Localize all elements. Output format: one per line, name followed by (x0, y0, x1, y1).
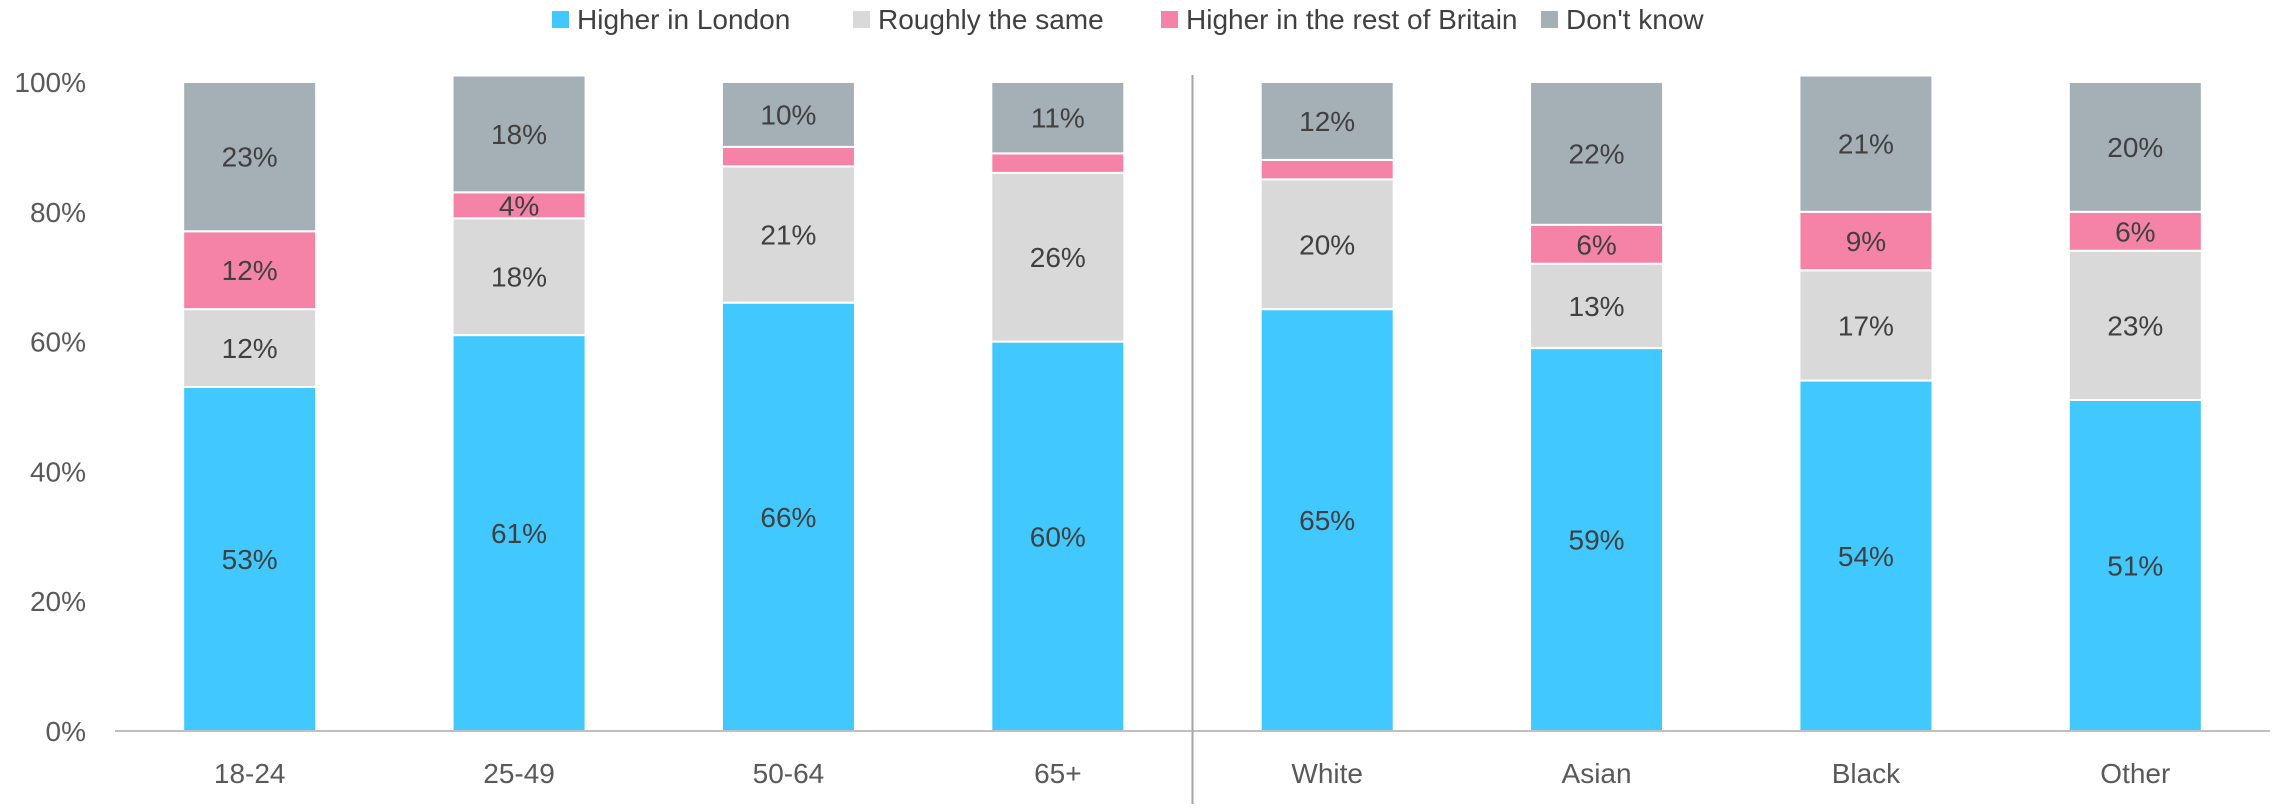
y-tick-label: 60% (30, 327, 86, 358)
data-label: 61% (491, 518, 547, 549)
data-label: 66% (760, 502, 816, 533)
data-label: 22% (1569, 138, 1625, 169)
x-tick-label: 18-24 (214, 758, 286, 789)
data-label: 12% (1299, 106, 1355, 137)
data-label: 23% (2107, 310, 2163, 341)
y-tick-label: 0% (46, 716, 86, 747)
legend-swatch (853, 11, 870, 28)
data-label: 59% (1569, 525, 1625, 556)
legend-label: Higher in London (577, 4, 790, 35)
bar-segment (720, 145, 856, 168)
bar-segment (990, 152, 1126, 174)
bar-stack: 66% 21% 10% (720, 81, 856, 732)
bar-segment (451, 217, 587, 337)
data-label: 21% (760, 220, 816, 251)
legend: Higher in London Roughly the same Higher i… (552, 4, 1704, 35)
x-tick-label: Asian (1562, 758, 1632, 789)
bar-stack: 59% 13% 6% 22% (1529, 81, 1665, 732)
data-label: 23% (222, 142, 278, 173)
bar-segment (182, 81, 318, 233)
legend-item: Don't know (1541, 4, 1704, 35)
data-label: 17% (1838, 310, 1894, 341)
data-label: 6% (1576, 229, 1616, 260)
bar-segment (720, 301, 856, 732)
x-tick-label: 25-49 (483, 758, 555, 789)
data-label: 12% (222, 255, 278, 286)
data-label: 54% (1838, 541, 1894, 572)
data-label: 11% (1031, 103, 1085, 134)
data-label: 10% (760, 99, 816, 130)
bar-segment (1259, 178, 1395, 311)
data-label: 20% (2107, 132, 2163, 163)
bar-stack: 61% 18% 4% 18% (451, 74, 587, 732)
bar-segment (2067, 249, 2203, 402)
data-label: 21% (1838, 129, 1894, 160)
bar-segment (1529, 223, 1665, 265)
bar-segment (1529, 81, 1665, 226)
legend-item: Higher in London (552, 4, 790, 35)
data-label: 26% (1030, 242, 1086, 273)
bar-segment (1529, 262, 1665, 350)
y-tick-label: 20% (30, 586, 86, 617)
x-tick-label: 50-64 (753, 758, 825, 789)
bar-segment (451, 74, 587, 194)
data-label: 9% (1846, 226, 1886, 257)
x-tick-label: Black (1832, 758, 1901, 789)
bar-stack: 65% 20% 12% (1259, 81, 1395, 732)
data-label: 4% (499, 190, 539, 221)
bar-segment (1259, 158, 1395, 181)
bar-segment (720, 165, 856, 304)
legend-swatch (1541, 11, 1558, 28)
bar-segment (1259, 81, 1395, 161)
data-label: 6% (2115, 216, 2155, 247)
data-label: 53% (222, 544, 278, 575)
bar-stack: 54% 17% 9% 21% (1798, 74, 1934, 732)
legend-label: Higher in the rest of Britain (1186, 4, 1518, 35)
data-label: 51% (2107, 551, 2163, 582)
data-label: 20% (1299, 229, 1355, 260)
bar-segment (2067, 399, 2203, 732)
y-axis: 0% 20% 40% 60% 80% 100% (14, 67, 86, 747)
legend-label: Roughly the same (878, 4, 1104, 35)
data-label: 65% (1299, 505, 1355, 536)
y-tick-label: 80% (30, 197, 86, 228)
y-tick-label: 100% (14, 67, 86, 98)
legend-label: Don't know (1566, 4, 1704, 35)
bar-segment (1798, 74, 1934, 213)
y-tick-label: 40% (30, 456, 86, 487)
legend-swatch (1161, 11, 1178, 28)
bar-segment (990, 81, 1126, 155)
legend-item: Higher in the rest of Britain (1161, 4, 1518, 35)
bar-segment (182, 230, 318, 311)
x-tick-label: 65+ (1034, 758, 1082, 789)
x-axis: 18-24 25-49 50-64 65+ White Asian Black Other (115, 75, 2270, 804)
data-label: 60% (1030, 521, 1086, 552)
bar-segment (451, 191, 587, 220)
bar-segment (1798, 210, 1934, 272)
legend-item: Roughly the same (853, 4, 1104, 35)
bar-segment (2067, 81, 2203, 213)
bar-segment (1259, 308, 1395, 732)
bar-stack: 53% 12% 12% 23% (182, 81, 318, 732)
data-label: 18% (491, 262, 547, 293)
legend-swatch (552, 11, 569, 28)
data-label: 12% (222, 333, 278, 364)
data-label: 13% (1569, 291, 1625, 322)
bar-segment (1798, 379, 1934, 732)
x-tick-label: White (1291, 758, 1363, 789)
bar-segment (182, 386, 318, 732)
x-tick-label: Other (2100, 758, 2170, 789)
data-label: 18% (491, 119, 547, 150)
bar-segment (720, 81, 856, 148)
bar-stack: 60% 26% 11% (990, 81, 1126, 732)
bar-segment (2067, 210, 2203, 252)
bar-stack: 51% 23% 6% 20% (2067, 81, 2203, 732)
